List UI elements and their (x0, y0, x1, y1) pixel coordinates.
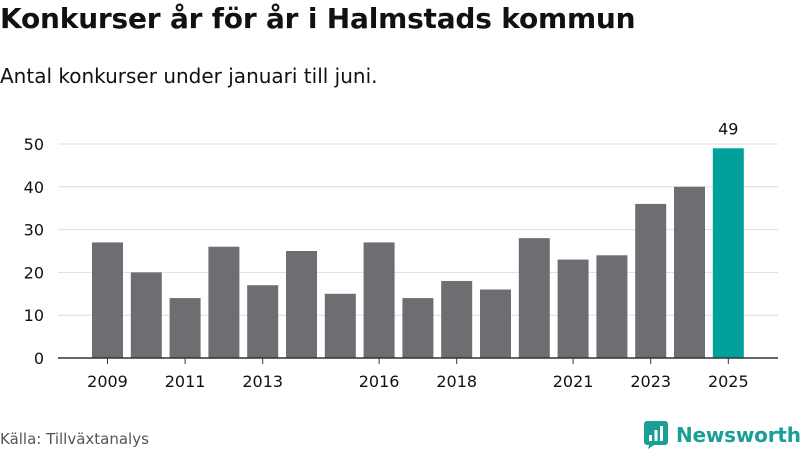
x-tick-label: 2013 (242, 372, 283, 391)
bar (712, 148, 744, 358)
bar (480, 289, 511, 358)
x-tick-label: 2023 (630, 372, 671, 391)
x-tick-label: 2011 (165, 372, 206, 391)
bar (441, 280, 473, 358)
bar (596, 255, 628, 358)
bar (518, 238, 550, 358)
data-label: 49 (718, 119, 738, 138)
x-tick-label: 2009 (87, 372, 128, 391)
bar (674, 186, 705, 358)
chart-title: Konkurser år för år i Halmstads kommun (0, 2, 636, 35)
x-tick-label: 2021 (553, 372, 594, 391)
bar (92, 242, 123, 358)
x-tick-label: 2016 (359, 372, 400, 391)
newsworthy-logo-icon (644, 421, 668, 449)
bar (208, 246, 240, 358)
bar (557, 259, 589, 358)
bar-chart: 0 10 20 30 40 50 2009 2011 2013 2016 2018 2021 2023 2… (24, 119, 778, 391)
newsworthy-logo: Newsworthy (644, 420, 800, 450)
brand-name: Newsworthy (676, 423, 800, 447)
bar (247, 285, 279, 358)
bar (286, 251, 317, 358)
source-note: Källa: Tillväxtanalys (0, 430, 149, 448)
y-tick-label: 10 (24, 306, 44, 325)
x-tick-label: 2025 (708, 372, 749, 391)
bar (402, 298, 434, 358)
bar (635, 203, 667, 358)
bar (130, 272, 162, 358)
y-tick-label: 50 (24, 135, 44, 154)
bar (324, 293, 356, 358)
bar (169, 298, 201, 358)
x-tick-label: 2018 (436, 372, 477, 391)
y-tick-label: 20 (24, 263, 44, 282)
y-tick-label: 0 (34, 349, 44, 368)
y-tick-label: 30 (24, 221, 44, 240)
bar (363, 242, 395, 358)
chart-subtitle: Antal konkurser under januari till juni. (0, 64, 378, 88)
y-tick-label: 40 (24, 178, 44, 197)
